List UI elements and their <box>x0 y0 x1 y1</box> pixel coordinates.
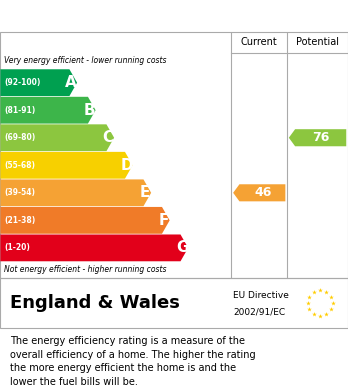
Polygon shape <box>233 184 285 201</box>
Text: (69-80): (69-80) <box>4 133 35 142</box>
Text: 2002/91/EC: 2002/91/EC <box>233 308 285 317</box>
Text: Very energy efficient - lower running costs: Very energy efficient - lower running co… <box>4 56 167 65</box>
Text: England & Wales: England & Wales <box>10 294 180 312</box>
Text: 46: 46 <box>254 186 271 199</box>
Polygon shape <box>0 179 151 206</box>
Text: Potential: Potential <box>296 38 339 47</box>
Text: G: G <box>176 240 189 255</box>
Text: (39-54): (39-54) <box>4 188 35 197</box>
Text: E: E <box>140 185 150 200</box>
Text: The energy efficiency rating is a measure of the: The energy efficiency rating is a measur… <box>10 336 245 346</box>
Polygon shape <box>0 97 96 124</box>
Polygon shape <box>0 124 114 151</box>
Text: EU Directive: EU Directive <box>233 291 289 300</box>
Text: Not energy efficient - higher running costs: Not energy efficient - higher running co… <box>4 265 167 274</box>
Text: (81-91): (81-91) <box>4 106 35 115</box>
Text: F: F <box>159 213 169 228</box>
Polygon shape <box>0 69 77 96</box>
Polygon shape <box>289 129 346 146</box>
Polygon shape <box>0 152 133 179</box>
Text: C: C <box>103 130 114 145</box>
Text: the more energy efficient the home is and the: the more energy efficient the home is an… <box>10 364 237 373</box>
Polygon shape <box>0 207 170 234</box>
Text: D: D <box>120 158 133 173</box>
Text: Current: Current <box>241 38 278 47</box>
Text: Energy Efficiency Rating: Energy Efficiency Rating <box>10 9 213 23</box>
Text: A: A <box>65 75 77 90</box>
Text: overall efficiency of a home. The higher the rating: overall efficiency of a home. The higher… <box>10 350 256 360</box>
Text: (92-100): (92-100) <box>4 78 41 87</box>
Text: B: B <box>84 103 95 118</box>
Text: (21-38): (21-38) <box>4 216 35 225</box>
Polygon shape <box>0 235 188 261</box>
Text: (55-68): (55-68) <box>4 161 35 170</box>
Text: 76: 76 <box>313 131 330 144</box>
Text: (1-20): (1-20) <box>4 243 30 252</box>
Text: lower the fuel bills will be.: lower the fuel bills will be. <box>10 377 138 387</box>
